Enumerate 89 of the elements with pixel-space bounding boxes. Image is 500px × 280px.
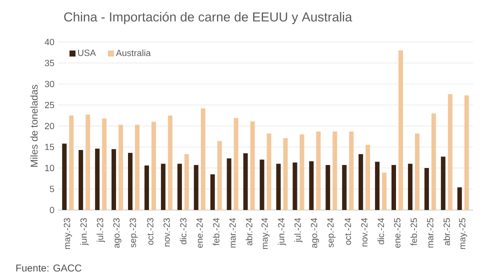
y-tick-label: 40 bbox=[44, 38, 54, 46]
bar bbox=[112, 149, 116, 210]
bar bbox=[62, 144, 67, 210]
bar bbox=[366, 144, 370, 210]
bar bbox=[448, 94, 452, 210]
bar bbox=[309, 161, 314, 210]
y-tick-label: 10 bbox=[45, 164, 54, 172]
bar bbox=[177, 164, 182, 210]
bar bbox=[200, 108, 206, 210]
bar bbox=[342, 165, 347, 210]
x-tick-label: oct.-24 bbox=[344, 218, 352, 245]
y-tick-label: 35 bbox=[44, 60, 54, 66]
y-tick-label: 5 bbox=[50, 186, 54, 192]
bar bbox=[408, 164, 412, 210]
bar bbox=[160, 164, 166, 210]
x-tick-label: abr.-24 bbox=[246, 218, 252, 246]
bar bbox=[135, 124, 140, 210]
x-tick-label: ene.-24 bbox=[196, 218, 203, 248]
legend-label: Australia bbox=[116, 50, 151, 56]
bar bbox=[118, 124, 124, 210]
x-tick-label: ago.-24 bbox=[310, 218, 319, 248]
bar bbox=[431, 113, 436, 210]
legend-label: USA bbox=[78, 50, 96, 56]
y-axis-title: Miles de toneladas bbox=[30, 84, 38, 167]
bar bbox=[86, 114, 90, 210]
x-tick-label: oct.-23 bbox=[147, 218, 154, 245]
x-tick-label: mar.-25 bbox=[427, 218, 434, 248]
bar bbox=[194, 165, 198, 210]
y-tick-label: 0 bbox=[50, 206, 54, 214]
bar bbox=[243, 153, 248, 210]
bar bbox=[276, 164, 281, 210]
bar bbox=[414, 134, 420, 210]
bar bbox=[102, 118, 107, 210]
bar bbox=[151, 122, 156, 210]
bar bbox=[398, 50, 403, 210]
bar bbox=[226, 158, 232, 210]
bar bbox=[144, 165, 149, 210]
bar bbox=[392, 165, 396, 210]
x-tick-label: nov.-23 bbox=[164, 218, 170, 246]
bar bbox=[168, 116, 172, 210]
bar bbox=[217, 141, 222, 210]
bar bbox=[69, 116, 74, 210]
y-tick-label: 15 bbox=[45, 144, 54, 150]
x-tick-label: ene.-25 bbox=[394, 218, 400, 248]
bar bbox=[440, 156, 446, 210]
x-tick-label: sep.-23 bbox=[130, 218, 138, 248]
bar bbox=[234, 118, 238, 210]
x-tick-label: nov.-24 bbox=[361, 218, 368, 246]
bar bbox=[424, 168, 429, 210]
bar bbox=[260, 160, 264, 210]
bar bbox=[349, 131, 354, 210]
bar bbox=[316, 131, 321, 210]
bar bbox=[95, 148, 100, 210]
x-tick-label: jun.-24 bbox=[278, 218, 286, 246]
x-tick-label: dic.-24 bbox=[377, 218, 384, 244]
bar bbox=[300, 134, 304, 210]
x-tick-label: dic.-23 bbox=[180, 218, 186, 244]
bar bbox=[375, 162, 380, 210]
x-tick-label: mar.-24 bbox=[229, 218, 236, 248]
bar bbox=[457, 187, 462, 210]
bar bbox=[184, 154, 189, 210]
x-tick-label: ago.-23 bbox=[113, 218, 122, 248]
bar bbox=[358, 154, 364, 210]
bar bbox=[283, 138, 288, 210]
bar bbox=[266, 134, 272, 210]
bar bbox=[292, 162, 298, 210]
y-tick-label: 20 bbox=[44, 122, 54, 130]
x-tick-label: feb.-25 bbox=[410, 218, 418, 246]
bar bbox=[326, 165, 330, 210]
bar bbox=[78, 150, 84, 210]
source-note: Fuente: GACC bbox=[16, 264, 82, 272]
bar bbox=[332, 131, 338, 210]
x-tick-label: sep.-24 bbox=[327, 218, 336, 248]
x-tick-label: may.-23 bbox=[64, 218, 72, 249]
y-tick-label: 30 bbox=[44, 80, 54, 88]
x-tick-label: may.-24 bbox=[261, 218, 270, 249]
x-tick-label: jun.-23 bbox=[80, 218, 89, 246]
bar bbox=[128, 152, 133, 210]
x-tick-label: may.-25 bbox=[459, 218, 468, 249]
x-tick-label: feb.-24 bbox=[212, 218, 220, 246]
x-tick-label: abr.-25 bbox=[443, 218, 450, 246]
bar bbox=[250, 121, 255, 210]
x-tick-label: jul.-23 bbox=[96, 218, 105, 242]
bar bbox=[382, 172, 387, 210]
bar bbox=[464, 95, 469, 210]
x-tick-label: jul.-24 bbox=[294, 218, 303, 242]
chart-title: China - Importación de carne de EEUU y Australia bbox=[64, 12, 352, 24]
bar bbox=[210, 174, 215, 210]
y-tick-label: 25 bbox=[44, 102, 54, 108]
